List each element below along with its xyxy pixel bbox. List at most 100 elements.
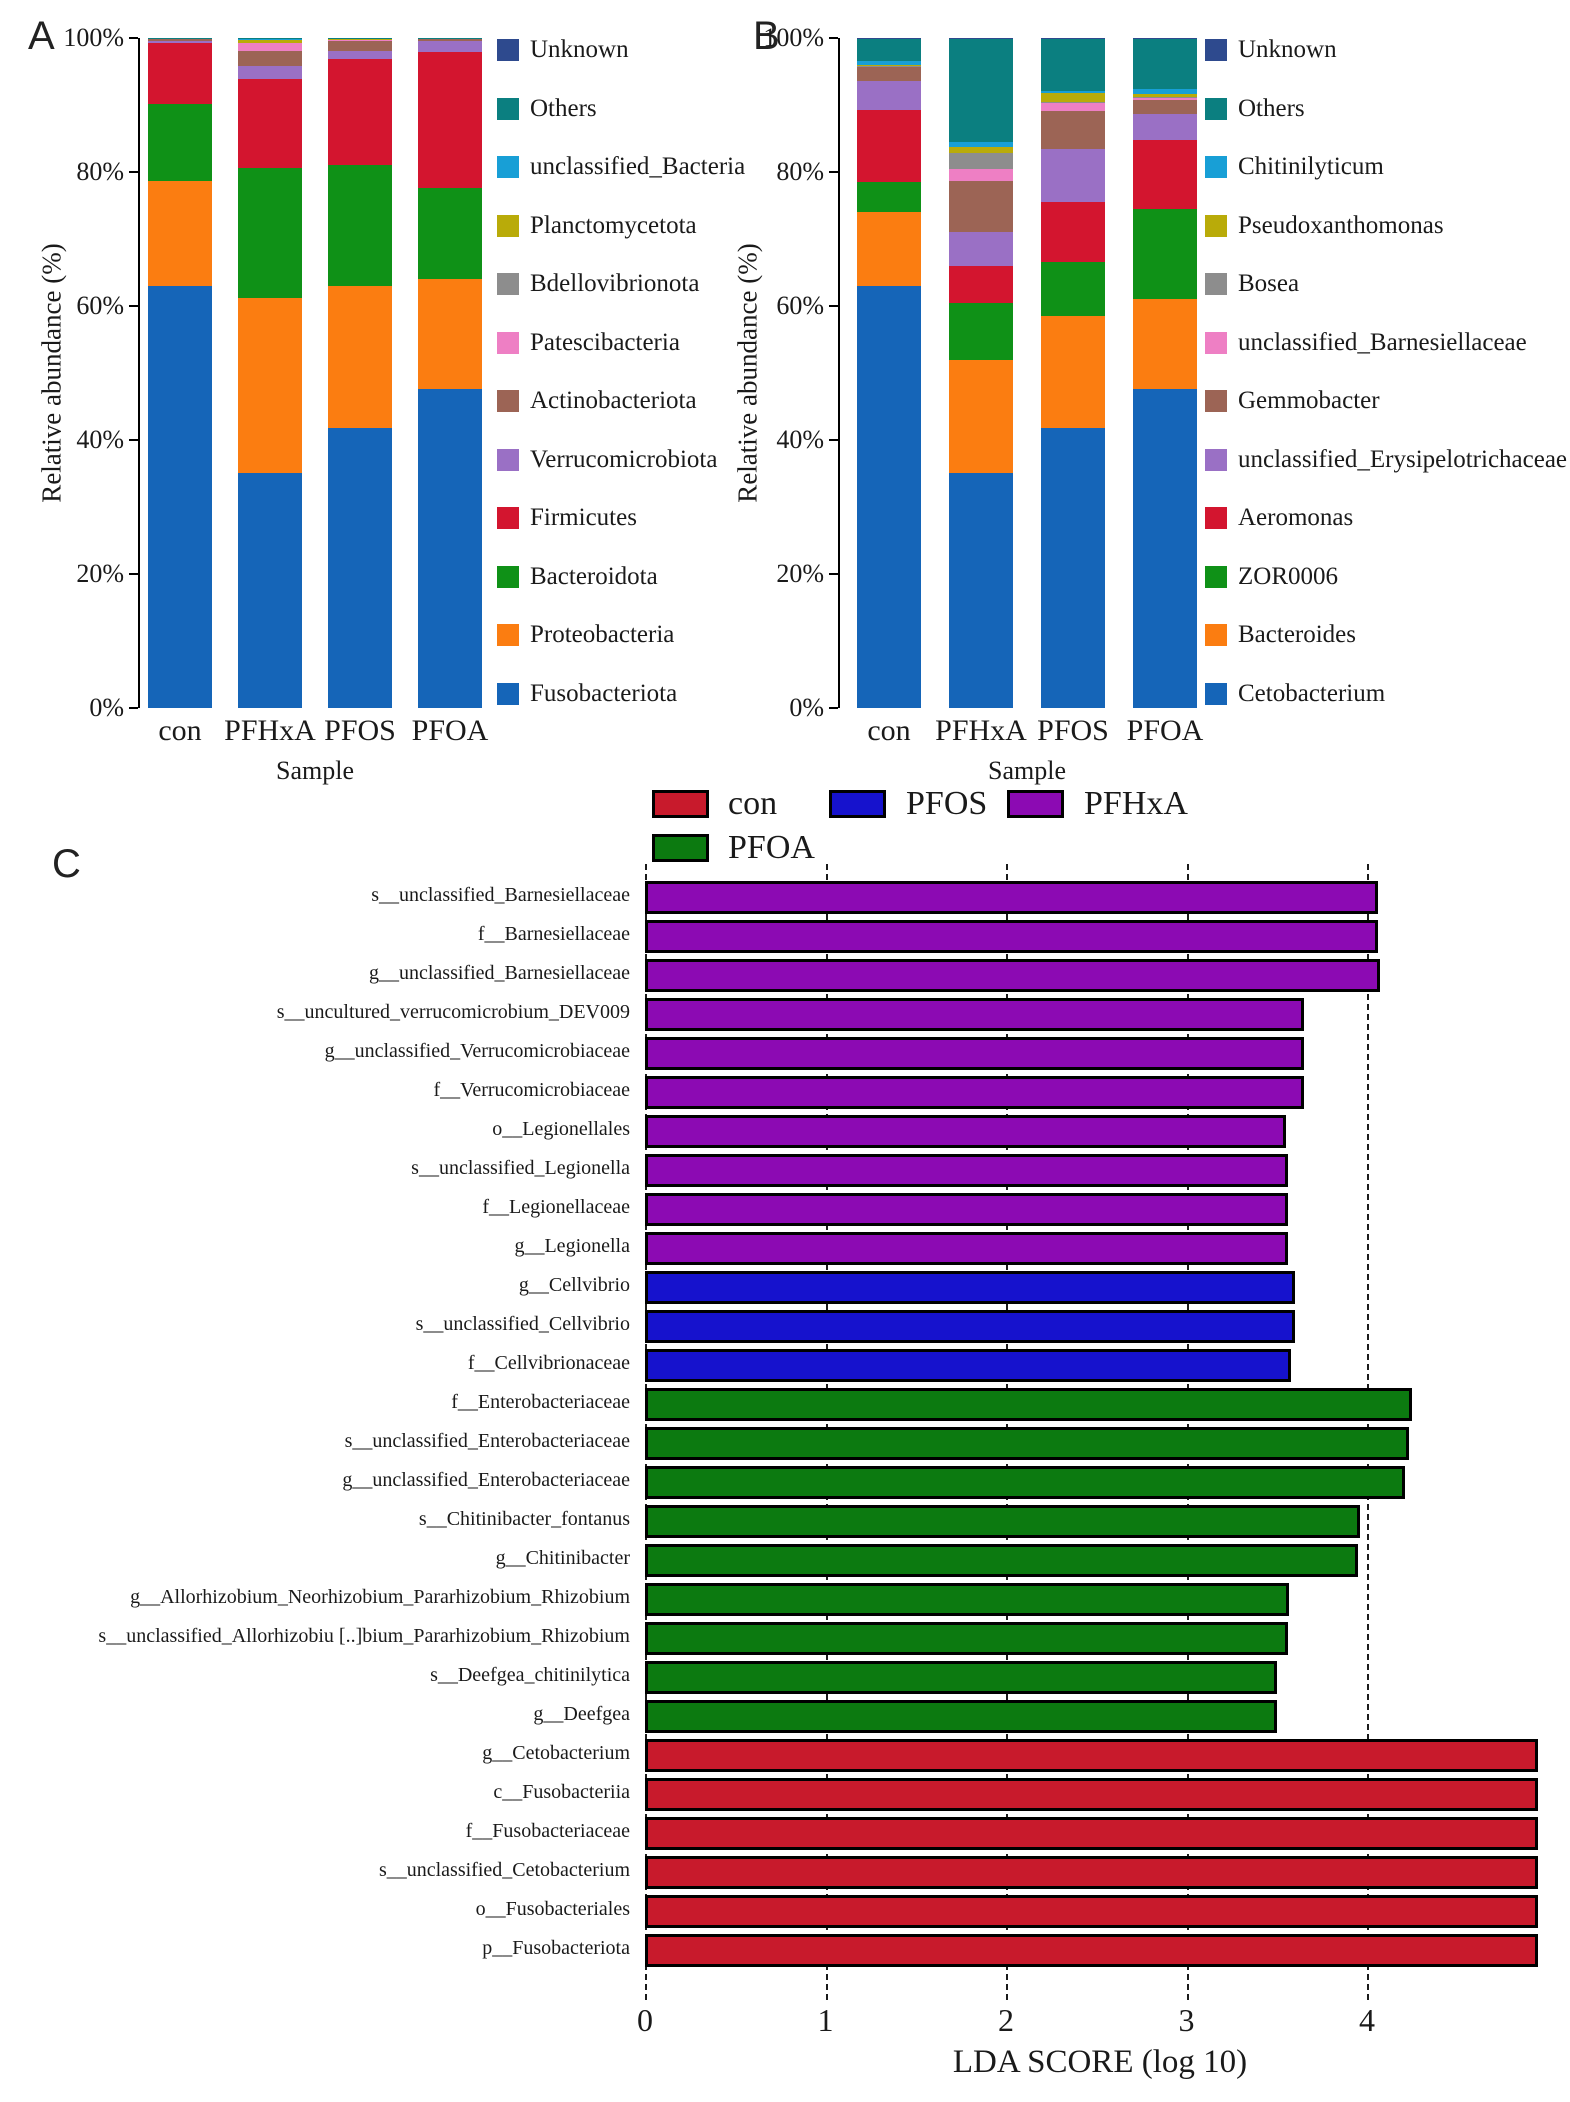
lda-bar [645,1583,1289,1616]
bar-segment [1041,38,1105,91]
y-tick-mark [829,707,838,709]
legend-label: Fusobacteriota [530,679,678,707]
legend-label: Chitinilyticum [1238,153,1384,180]
category-label: con [867,714,911,747]
y-tick-mark [829,171,838,173]
category-label: PFHxA [935,714,1027,747]
lefse-legend-label: con [728,785,778,822]
category-label: PFOS [324,714,396,747]
lda-bar [645,1349,1291,1382]
taxon-label: f__Fusobacteriaceae [465,1820,630,1842]
legend-swatch [1205,214,1227,237]
lda-bar [645,1778,1538,1811]
bar-segment [148,41,212,43]
bar-segment [949,232,1013,266]
y-tick-label: 80% [776,157,824,186]
bar-segment [1041,101,1105,103]
bar-segment [1133,113,1197,141]
bar-segment [328,40,392,51]
x-tick-label: 0 [637,2002,653,2038]
legend-swatch [1205,448,1227,471]
lefse-legend-swatch [1007,790,1064,818]
bar-segment [328,59,392,166]
bar-segment [857,81,921,110]
bar-segment [949,38,1013,142]
bar-segment [857,66,921,68]
taxon-label: s__Chitinibacter_fontanus [418,1508,630,1530]
bar-segment [238,38,302,40]
y-tick-mark [129,305,138,307]
bar-segment [328,427,392,708]
legend-swatch [1205,682,1227,705]
bar-segment [949,146,1013,154]
bar-segment [1133,388,1197,708]
lefse-legend-label: PFHxA [1084,785,1188,822]
panel-b-x-axis-title: Sample [988,756,1066,785]
legend-swatch [497,565,519,588]
bar-segment [418,39,482,42]
legend-swatch [1205,565,1227,588]
lda-bar [645,1310,1295,1343]
bar-segment [1133,38,1197,89]
lda-bar [645,959,1380,992]
lda-bar [645,881,1378,914]
lda-bar [645,1934,1538,1967]
stacked-bar [1041,38,1105,708]
legend-swatch [1205,273,1227,295]
bar-segment [857,66,921,67]
category-label: PFHxA [224,714,316,747]
taxon-label: g__Chitinibacter [495,1547,630,1569]
legend-swatch [497,331,519,354]
lda-bar [645,1466,1405,1499]
x-tick-label: 1 [817,2002,834,2038]
lefse-legend-swatch [652,790,709,818]
y-axis [138,38,140,708]
bar-segment [1041,110,1105,150]
legend-swatch [497,448,519,471]
lda-bar [645,1739,1538,1772]
legend-label: Bacteroidota [530,562,658,590]
lda-bar [645,1622,1288,1655]
y-axis [838,38,840,708]
lda-bar [645,1700,1277,1733]
legend-label: unclassified_Bacteria [530,153,746,180]
bar-segment [949,169,1013,181]
legend-label: Patescibacteria [530,328,680,356]
taxon-label: s__Deefgea_chitinilytica [430,1664,630,1686]
category-label: PFOS [1037,714,1109,747]
bar-segment [328,50,392,60]
legend-label: unclassified_Erysipelotrichaceae [1238,445,1568,473]
x-tick-label: 3 [1178,2002,1195,2038]
legend-swatch [497,390,519,412]
x-tick-stub [1367,1974,1369,2000]
lda-bar [645,1427,1409,1460]
y-tick-mark [829,439,838,441]
legend-label: Others [1238,94,1305,122]
y-tick-mark [129,707,138,709]
y-tick-label: 20% [776,559,824,588]
bar-segment [418,388,482,708]
y-tick-mark [129,37,138,39]
x-tick-stub [645,1974,647,2000]
bar-segment [148,285,212,708]
x-tick-label: 2 [998,2002,1014,2038]
taxon-label: g__unclassified_Barnesiellaceae [369,962,630,984]
bar-segment [1041,90,1105,93]
bar-segment [1133,96,1197,98]
lda-score-axis-title: LDA SCORE (log 10) [952,2044,1248,2080]
panel-a-x-axis-title: Sample [276,756,354,785]
category-label: con [158,714,202,747]
bar-segment [418,188,482,280]
bar-segment [1041,315,1105,428]
bar-segment [328,40,392,41]
bar-segment [148,39,212,42]
bar-segment [949,473,1013,708]
bar-segment [857,64,921,67]
legend-label: Actinobacteriota [530,387,697,414]
legend-swatch [1205,156,1227,178]
bar-segment [328,285,392,428]
bar-segment [148,104,212,182]
taxon-label: s__unclassified_Cellvibrio [415,1313,630,1335]
